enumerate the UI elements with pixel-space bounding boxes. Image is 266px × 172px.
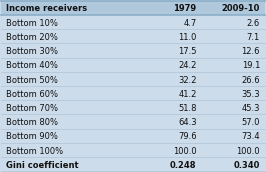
Text: Bottom 10%: Bottom 10% xyxy=(6,19,58,28)
Text: Bottom 60%: Bottom 60% xyxy=(6,90,58,99)
Text: 19.1: 19.1 xyxy=(242,61,260,70)
Text: 4.7: 4.7 xyxy=(183,19,197,28)
Text: 11.0: 11.0 xyxy=(178,33,197,42)
Bar xyxy=(1,1,265,15)
Text: 0.248: 0.248 xyxy=(170,161,197,170)
Text: 79.6: 79.6 xyxy=(178,132,197,141)
Text: Income receivers: Income receivers xyxy=(6,4,87,13)
Text: Bottom 50%: Bottom 50% xyxy=(6,76,58,84)
Text: 7.1: 7.1 xyxy=(247,33,260,42)
Text: 24.2: 24.2 xyxy=(178,61,197,70)
Text: 0.340: 0.340 xyxy=(234,161,260,170)
Text: 12.6: 12.6 xyxy=(242,47,260,56)
Text: 17.5: 17.5 xyxy=(178,47,197,56)
Text: 45.3: 45.3 xyxy=(242,104,260,113)
Text: 1979: 1979 xyxy=(173,4,197,13)
Text: 51.8: 51.8 xyxy=(178,104,197,113)
Text: 35.3: 35.3 xyxy=(241,90,260,99)
Text: Bottom 40%: Bottom 40% xyxy=(6,61,58,70)
Text: 100.0: 100.0 xyxy=(173,147,197,156)
Text: Bottom 90%: Bottom 90% xyxy=(6,132,58,141)
Text: 100.0: 100.0 xyxy=(236,147,260,156)
Text: 32.2: 32.2 xyxy=(178,76,197,84)
Text: Bottom 100%: Bottom 100% xyxy=(6,147,63,156)
Text: Bottom 30%: Bottom 30% xyxy=(6,47,58,56)
Text: 2.6: 2.6 xyxy=(247,19,260,28)
Text: Gini coefficient: Gini coefficient xyxy=(6,161,79,170)
Text: 26.6: 26.6 xyxy=(241,76,260,84)
Text: Bottom 20%: Bottom 20% xyxy=(6,33,58,42)
Text: Bottom 70%: Bottom 70% xyxy=(6,104,58,113)
Text: Bottom 80%: Bottom 80% xyxy=(6,118,58,127)
Text: 73.4: 73.4 xyxy=(241,132,260,141)
Text: 2009-10: 2009-10 xyxy=(222,4,260,13)
Text: 57.0: 57.0 xyxy=(242,118,260,127)
Text: 41.2: 41.2 xyxy=(178,90,197,99)
Text: 64.3: 64.3 xyxy=(178,118,197,127)
